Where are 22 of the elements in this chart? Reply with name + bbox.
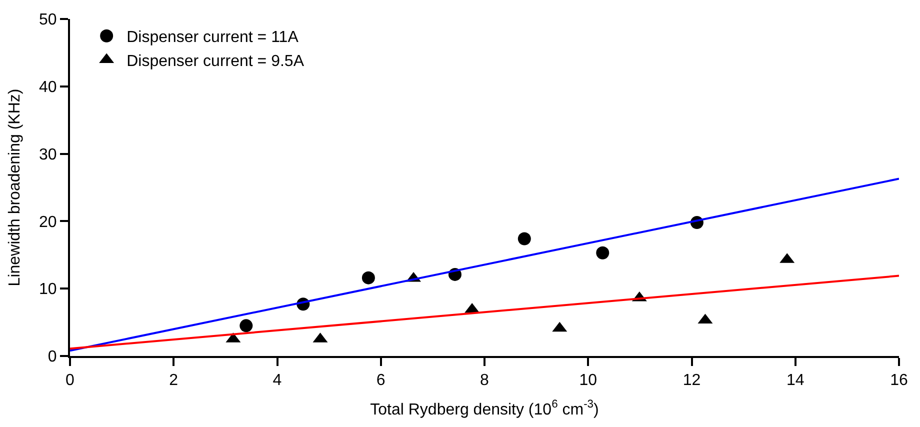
legend-label: Dispenser current = 9.5A bbox=[126, 52, 304, 70]
point bbox=[362, 271, 375, 284]
point bbox=[518, 232, 531, 246]
x-tick-label: 2 bbox=[169, 372, 178, 390]
x-tick-label: 4 bbox=[272, 372, 282, 390]
y-tick-label: 30 bbox=[39, 146, 57, 164]
x-axis-title: Total Rydberg density (10$^{6}$ cm$^{-3}$) bbox=[370, 398, 599, 418]
x-tick-label: 14 bbox=[786, 372, 804, 390]
x-tick-label: 16 bbox=[890, 372, 908, 390]
y-tick-label: 50 bbox=[39, 12, 57, 29]
y-axis-title: Linewidth broadening (KHz) bbox=[6, 88, 24, 286]
point bbox=[596, 246, 610, 260]
x-tick-label: 8 bbox=[480, 372, 490, 390]
x-tick-label: 0 bbox=[66, 372, 75, 390]
x-tick-label: 6 bbox=[376, 372, 386, 390]
x-tick-label: 12 bbox=[682, 372, 701, 390]
y-tick-label: 40 bbox=[39, 79, 57, 96]
y-tick-label: 0 bbox=[48, 348, 57, 366]
y-tick-label: 10 bbox=[39, 281, 57, 298]
y-tick-label: 20 bbox=[39, 214, 57, 231]
x-tick-label: 10 bbox=[579, 372, 598, 390]
legend-label: Dispenser current = 11A bbox=[126, 29, 299, 46]
